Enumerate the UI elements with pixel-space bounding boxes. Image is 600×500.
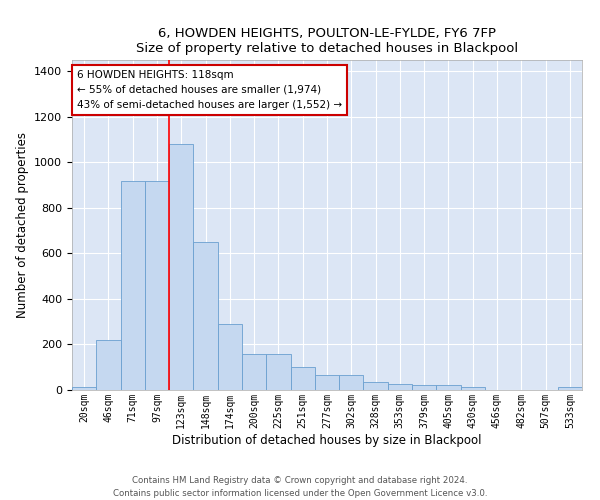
Text: 6 HOWDEN HEIGHTS: 118sqm
← 55% of detached houses are smaller (1,974)
43% of sem: 6 HOWDEN HEIGHTS: 118sqm ← 55% of detach…: [77, 70, 342, 110]
Bar: [388, 384, 412, 390]
Bar: [315, 375, 339, 390]
Y-axis label: Number of detached properties: Number of detached properties: [16, 132, 29, 318]
Bar: [96, 340, 121, 390]
Bar: [558, 386, 582, 390]
Bar: [266, 354, 290, 390]
Bar: [218, 324, 242, 390]
Bar: [339, 375, 364, 390]
Bar: [461, 386, 485, 390]
Bar: [169, 144, 193, 390]
Text: Contains HM Land Registry data © Crown copyright and database right 2024.
Contai: Contains HM Land Registry data © Crown c…: [113, 476, 487, 498]
Bar: [242, 354, 266, 390]
Bar: [364, 382, 388, 390]
Bar: [436, 386, 461, 390]
Bar: [145, 180, 169, 390]
Title: 6, HOWDEN HEIGHTS, POULTON-LE-FYLDE, FY6 7FP
Size of property relative to detach: 6, HOWDEN HEIGHTS, POULTON-LE-FYLDE, FY6…: [136, 26, 518, 54]
Bar: [121, 180, 145, 390]
Bar: [193, 242, 218, 390]
X-axis label: Distribution of detached houses by size in Blackpool: Distribution of detached houses by size …: [172, 434, 482, 446]
Bar: [290, 367, 315, 390]
Bar: [412, 386, 436, 390]
Bar: [72, 386, 96, 390]
